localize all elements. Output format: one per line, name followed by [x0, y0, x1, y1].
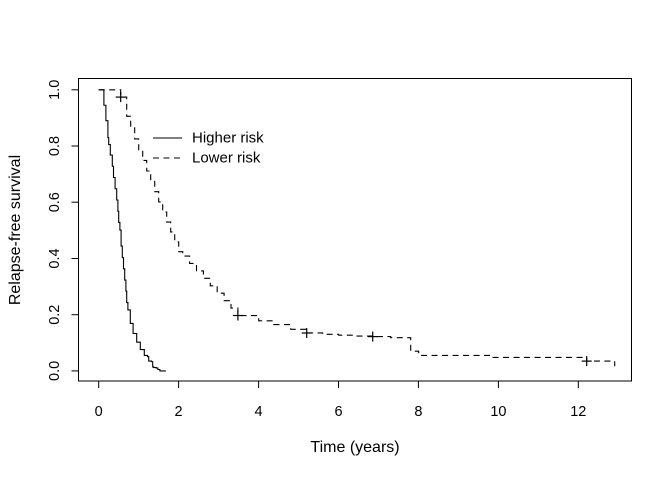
svg-text:0.0: 0.0: [47, 361, 63, 381]
svg-text:0.2: 0.2: [47, 305, 63, 325]
svg-text:Lower risk: Lower risk: [192, 150, 261, 167]
svg-text:8: 8: [414, 404, 422, 420]
svg-text:0.8: 0.8: [47, 136, 63, 156]
svg-text:Relapse-free survival: Relapse-free survival: [7, 155, 24, 305]
svg-text:0.4: 0.4: [47, 248, 63, 268]
svg-text:12: 12: [570, 404, 586, 420]
svg-text:0.6: 0.6: [47, 192, 63, 212]
svg-text:Higher risk: Higher risk: [192, 130, 264, 147]
svg-text:0: 0: [95, 404, 103, 420]
svg-text:6: 6: [334, 404, 342, 420]
svg-text:Time (years): Time (years): [310, 439, 399, 456]
svg-text:10: 10: [490, 404, 506, 420]
svg-text:1.0: 1.0: [47, 80, 63, 100]
svg-text:2: 2: [175, 404, 183, 420]
svg-text:4: 4: [255, 404, 263, 420]
